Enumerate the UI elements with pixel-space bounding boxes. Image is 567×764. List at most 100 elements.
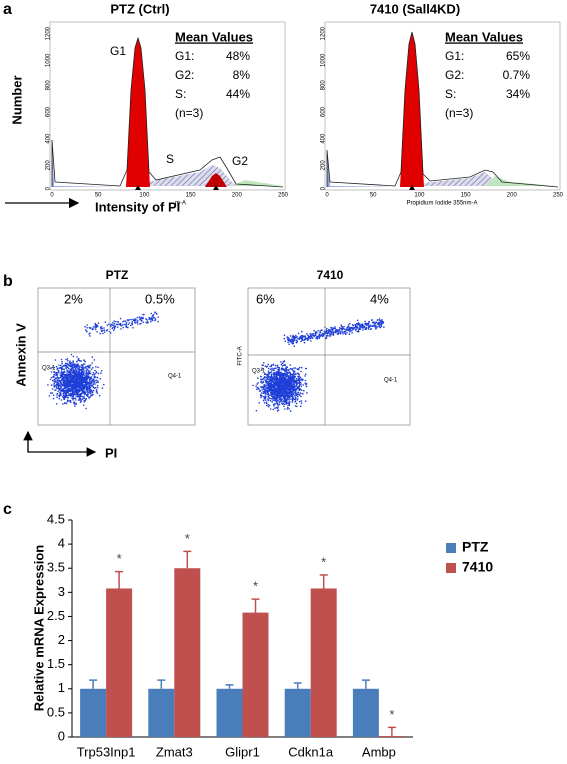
cell-dot (290, 338, 293, 340)
cell-dot (50, 371, 53, 373)
cell-dot (89, 396, 92, 398)
cell-dot (264, 373, 267, 376)
cell-dot (93, 375, 96, 377)
cell-dot (84, 329, 87, 331)
cell-dot (90, 376, 93, 378)
cell-dot (274, 389, 276, 391)
cell-dot (89, 378, 91, 381)
cell-dot (281, 368, 283, 371)
cell-dot (294, 396, 297, 399)
cell-dot (81, 384, 83, 386)
cell-dot (78, 390, 80, 393)
cell-dot (287, 402, 290, 405)
cell-dot (283, 369, 285, 371)
cell-dot (89, 389, 91, 391)
cell-dot (59, 383, 62, 385)
cell-dot (262, 390, 265, 393)
cell-dot (293, 379, 295, 382)
cell-dot (284, 380, 287, 383)
cell-dot (55, 403, 58, 405)
cell-dot (93, 378, 95, 381)
cell-dot (154, 311, 157, 314)
cell-dot (83, 359, 85, 362)
cell-dot (319, 330, 322, 332)
gate-label: Q4-1 (168, 374, 182, 380)
cell-dot (284, 364, 287, 367)
cell-dot (97, 372, 100, 375)
cell-dot (295, 388, 298, 391)
cell-dot (60, 370, 63, 372)
cell-dot (287, 383, 290, 386)
cell-dot (282, 379, 284, 382)
y-tick-label: 4 (58, 536, 65, 551)
cell-dot (315, 336, 318, 339)
cell-dot (331, 331, 334, 333)
cell-dot (312, 334, 315, 337)
row-label: G1: (175, 49, 194, 63)
cell-dot (289, 410, 292, 412)
cell-dot (267, 392, 270, 394)
cell-dot (296, 372, 299, 375)
cell-dot (277, 372, 279, 375)
cell-dot (299, 366, 301, 369)
cell-dot (283, 360, 286, 362)
legend-label: PTZ (462, 539, 489, 555)
y-axis-label: Relative mRNA Expression (31, 545, 46, 711)
y-tick-label: 3 (58, 584, 65, 599)
axis-caption: Propidium Iodide 355nm-A (406, 201, 477, 207)
cell-dot (348, 333, 351, 336)
cell-dot (333, 327, 335, 330)
cell-dot (66, 369, 68, 371)
cell-dot (317, 336, 319, 339)
cell-dot (260, 381, 263, 384)
cell-dot (274, 367, 276, 370)
cell-dot (295, 339, 298, 341)
cell-dot (96, 384, 99, 387)
cell-dot (300, 370, 302, 373)
cell-dot (56, 394, 58, 396)
cell-dot (93, 359, 96, 361)
cell-dot (114, 325, 117, 328)
cell-dot (270, 378, 272, 381)
cell-dot (61, 376, 64, 378)
cell-dot (313, 329, 315, 332)
cell-dot (301, 334, 304, 337)
row-value: 48% (226, 49, 250, 63)
cell-dot (64, 391, 67, 393)
cell-dot (288, 385, 291, 387)
cell-dot (330, 327, 333, 329)
row-value: 44% (226, 87, 250, 101)
cell-dot (365, 327, 368, 329)
cell-dot (299, 381, 302, 384)
cell-dot (280, 399, 282, 402)
cell-dot (291, 376, 294, 379)
cell-dot (67, 377, 69, 380)
cell-dot (76, 389, 79, 392)
cell-dot (101, 387, 104, 390)
cell-dot (113, 320, 115, 323)
cell-dot (264, 379, 266, 381)
cell-dot (305, 383, 307, 386)
cell-dot (91, 362, 94, 364)
cell-dot (79, 394, 82, 397)
cell-dot (275, 394, 277, 397)
cell-dot (292, 382, 295, 384)
cell-dot (370, 328, 373, 330)
cell-dot (288, 379, 290, 382)
cell-dot (88, 382, 91, 385)
row-value: 65% (506, 49, 530, 63)
cell-dot (289, 367, 292, 370)
cell-dot (290, 382, 292, 385)
cell-dot (75, 393, 77, 396)
cell-dot (55, 365, 58, 368)
cell-dot (275, 371, 278, 373)
cell-dot (73, 366, 76, 369)
cell-dot (132, 327, 134, 329)
cell-dot (80, 389, 82, 392)
cell-dot (265, 402, 268, 405)
cell-dot (367, 326, 370, 329)
cell-dot (94, 376, 97, 378)
cell-dot (272, 363, 275, 366)
cell-dot (338, 329, 341, 331)
cell-dot (286, 380, 289, 383)
